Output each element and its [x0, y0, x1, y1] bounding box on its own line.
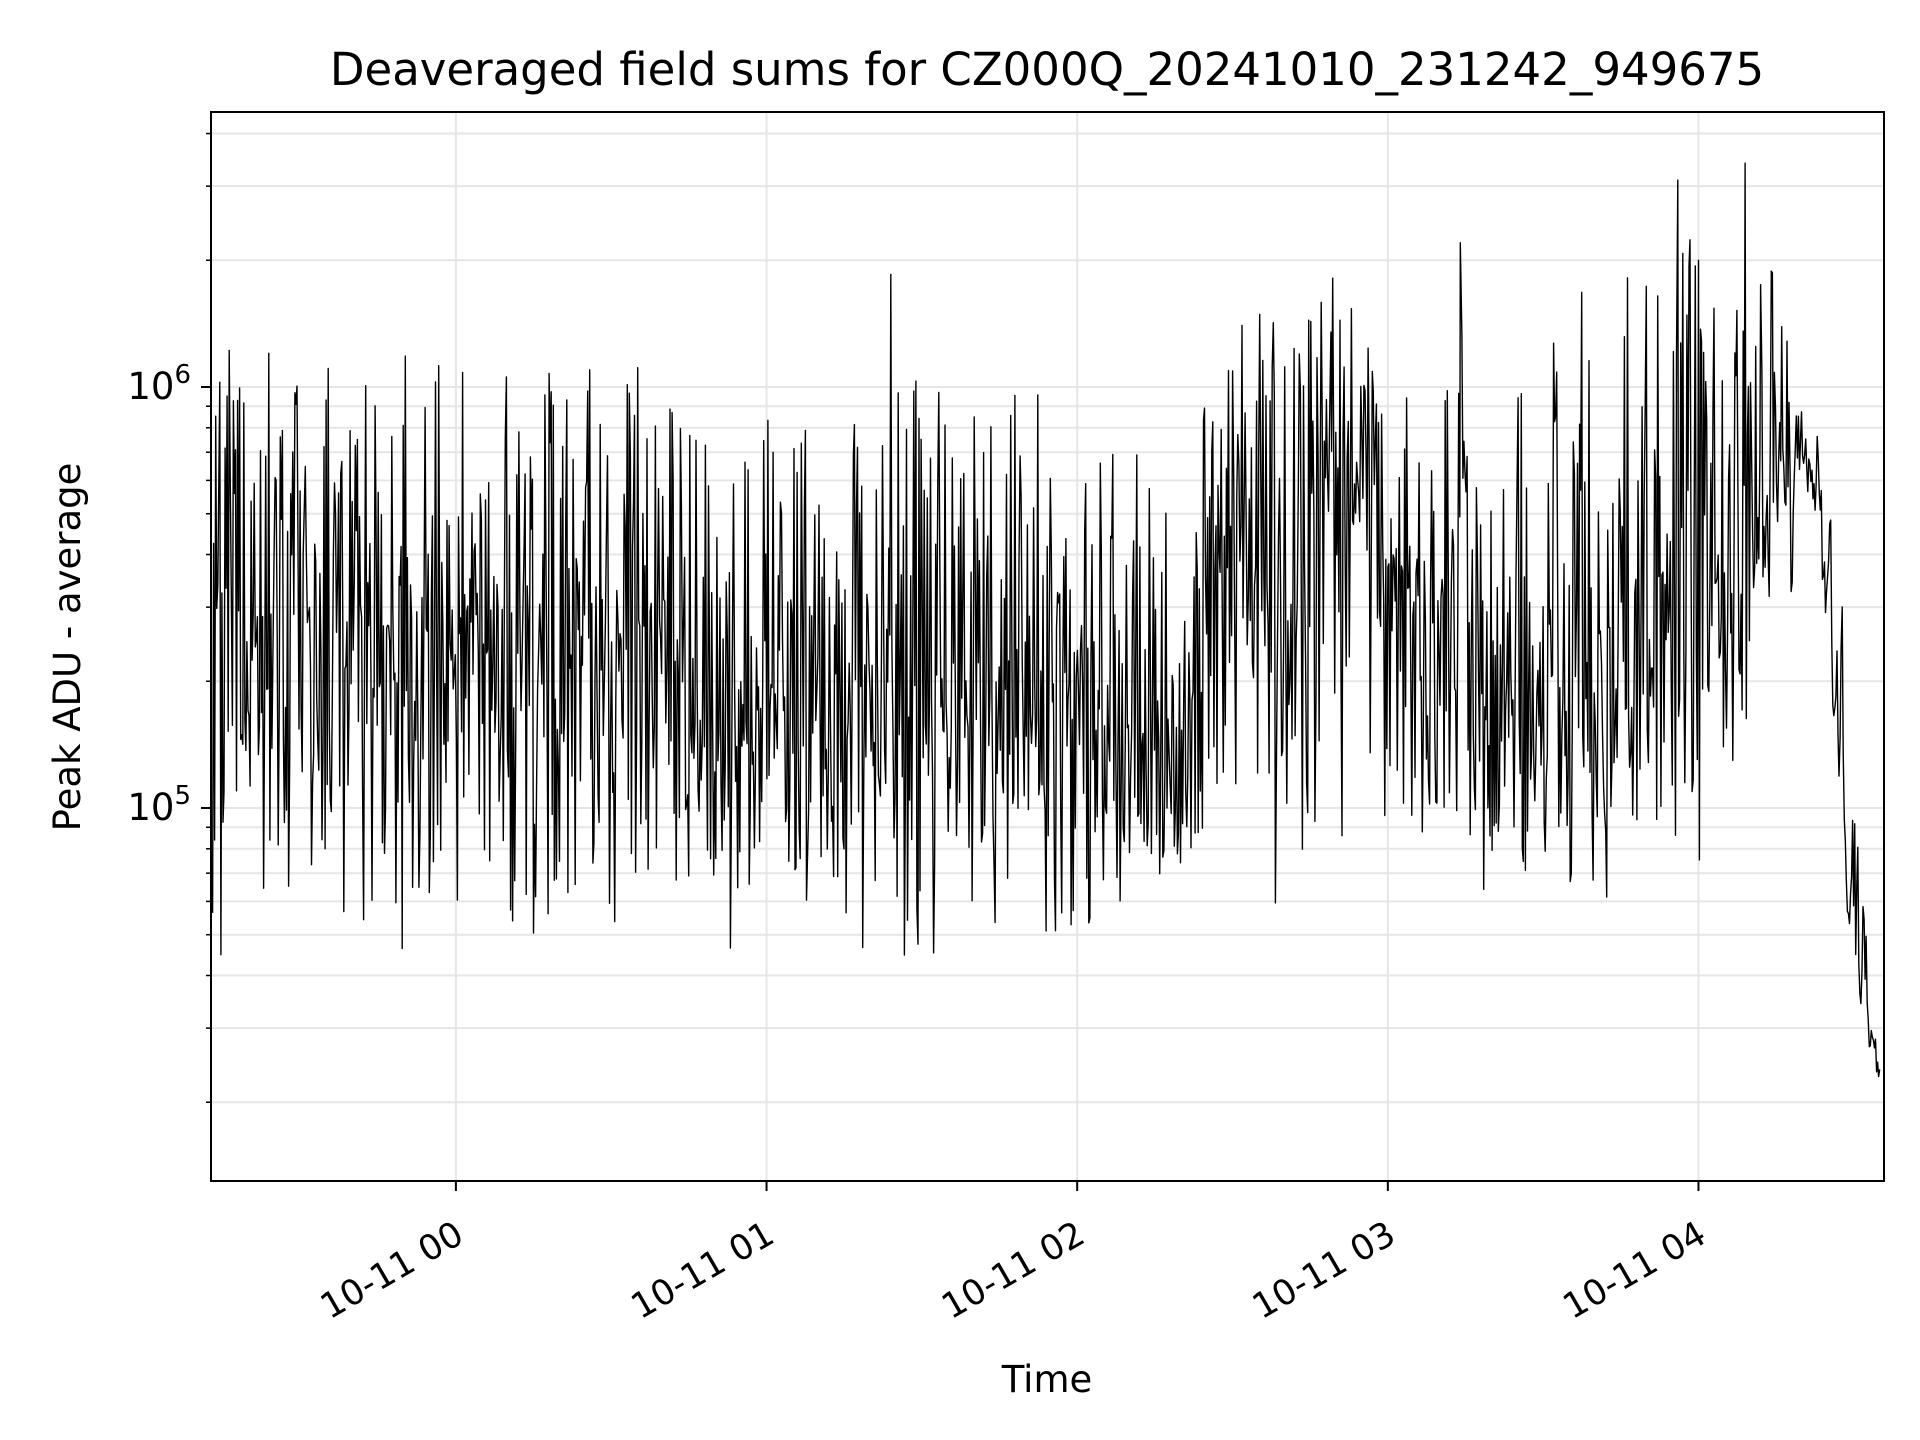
chart-title: Deaveraged field sums for CZ000Q_2024101… [330, 43, 1764, 96]
y-axis-label: Peak ADU - average [46, 463, 89, 832]
x-axis-label: Time [1001, 1358, 1093, 1401]
series-line [211, 162, 1881, 1078]
y-axis: 105 106 [127, 132, 211, 1103]
y-tick-label: 106 [127, 360, 191, 408]
data-series [211, 162, 1881, 1078]
y-tick-label: 105 [127, 781, 191, 829]
plot-frame [210, 111, 1885, 1182]
